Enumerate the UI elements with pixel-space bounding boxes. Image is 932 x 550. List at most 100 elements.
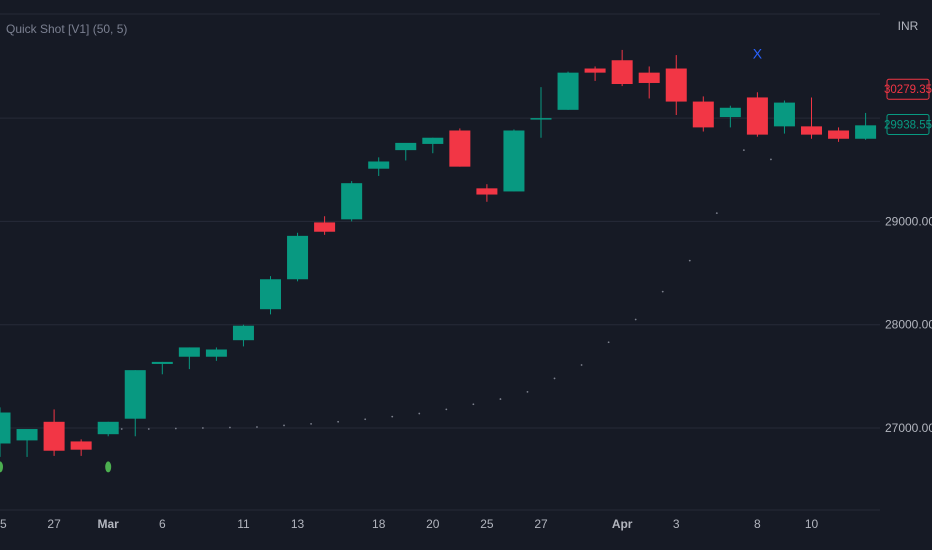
candle-body [151,361,173,364]
time-axis[interactable]: 25 27 Mar 6 11 13 18 20 25 27 Apr 3 8 10 [0,517,818,531]
bullish-candle [205,347,227,361]
candle-body [314,222,336,232]
price-tick-label: 27000.00 [885,421,932,435]
bearish-candle [476,184,498,202]
trend-dot [310,422,312,425]
time-tick-label: 8 [754,517,761,531]
time-tick-label: 20 [426,517,440,531]
currency-label: INR [898,19,919,33]
candle-body [746,97,768,135]
bullish-candle [97,421,119,437]
candle-body [43,421,65,451]
candle-body [260,279,281,310]
time-tick-label: 11 [237,517,250,531]
candle-body [530,118,552,120]
candle-body [16,429,38,441]
time-tick-label: 27 [47,517,61,531]
time-tick-label: 18 [372,517,386,531]
time-tick-label: Apr [612,517,633,531]
price-tag-label: 30279.35 [884,84,932,96]
time-tick-label: 25 [0,517,7,531]
trend-dot [445,408,448,411]
trend-dot [391,415,394,418]
bullish-candle [151,361,173,375]
trend-dot [770,158,772,161]
bullish-candle [124,370,146,437]
bullish-candle [855,112,877,140]
grid-lines [0,13,880,511]
bearish-candle [314,216,336,235]
candle-body [638,72,660,83]
candle-body [665,68,687,102]
candle-body [70,441,92,450]
price-tag-box [886,78,930,100]
price-tag-label: 29938.55 [884,119,932,131]
price-tick-label: 28000.00 [885,318,932,332]
candle-body [719,107,741,118]
time-tick-label: 3 [673,517,680,531]
candle-body [801,126,822,135]
bearish-candle [692,96,714,132]
bullish-candle [16,429,38,457]
signal-markers: X [0,46,763,473]
price-tag: 30279.35 [884,78,932,100]
trend-dot [580,364,583,366]
bullish-candle [260,276,281,315]
trend-dot [201,427,204,429]
trend-dot [688,259,691,262]
trend-dot [634,318,637,321]
candle-body [395,142,417,151]
candle-body [773,102,795,127]
bullish-candle [287,232,309,282]
candle-body [449,130,471,167]
bearish-candle [746,92,768,137]
trend-dot [256,426,258,428]
candle-body [503,130,525,192]
candle-body [205,349,227,357]
time-tick-label: 13 [291,517,305,531]
bullish-candle [530,87,552,138]
buy-signal-dot [105,461,112,473]
trend-dot [337,420,340,423]
bearish-candle [828,127,850,142]
candle-body [611,60,633,85]
bearish-candle [638,66,660,99]
candle-body [178,347,200,357]
bearish-candle [801,97,822,139]
candle-body [855,125,877,139]
bullish-candle [719,105,741,128]
candle-body [476,188,498,195]
price-axis[interactable]: INR 27000.00 28000.00 29000.00 30279.35 29938… [884,19,932,435]
bullish-candle [395,142,417,161]
price-tag-box [886,113,930,135]
candle-body [422,137,444,144]
candle-body [232,325,254,341]
trend-dot [742,149,745,152]
bullish-candle [232,324,254,347]
bullish-candle [0,407,11,457]
trend-dot [418,412,421,415]
time-tick-label: 10 [805,517,819,531]
bearish-candle [584,66,606,81]
trend-dot [364,418,367,421]
trend-dot [147,428,150,430]
candle-body [557,72,579,110]
bearish-candle [665,55,687,116]
bearish-candle [449,128,471,167]
time-tick-label: 6 [159,517,166,531]
bullish-candle [773,100,795,134]
bullish-candle [178,347,200,370]
candle-body [584,68,606,73]
indicator-legend[interactable]: Quick Shot [V1] (50, 5) [6,22,128,36]
candle-body [0,412,11,444]
candles [0,49,877,457]
candle-body [97,421,119,435]
trend-dot [472,403,475,406]
candle-body [692,101,714,128]
trend-dot [229,426,231,429]
bearish-candle [70,439,92,456]
trend-dot [607,341,610,344]
bullish-candle [341,181,363,222]
trend-dot [120,428,123,430]
